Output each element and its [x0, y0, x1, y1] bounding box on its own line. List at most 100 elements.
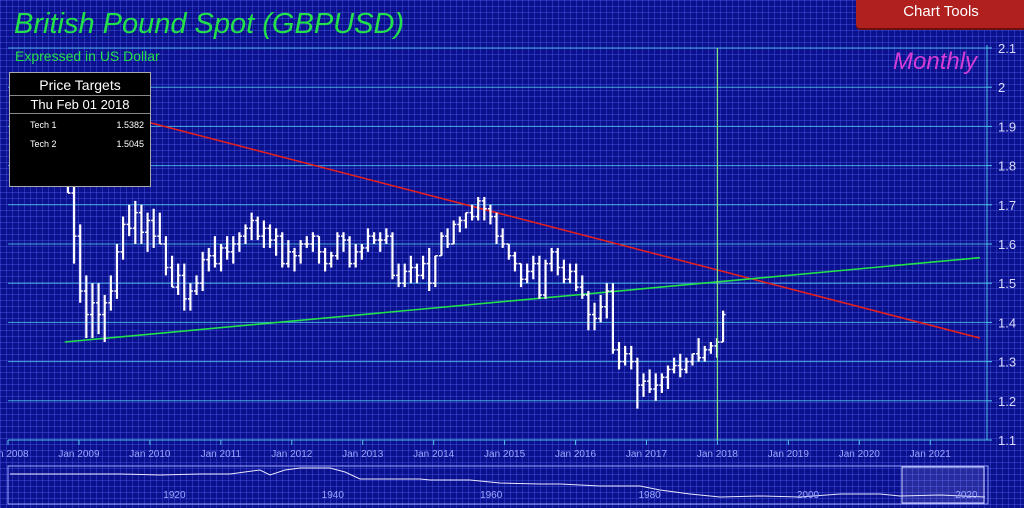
chart-tools-button[interactable]: Chart Tools: [856, 0, 1024, 28]
ohlc-bar: [181, 263, 187, 311]
overview-tick-label: 1940: [322, 490, 345, 501]
ohlc-bar: [102, 294, 108, 342]
ohlc-bar: [132, 200, 138, 244]
ohlc-bar: [389, 232, 395, 280]
ohlc-bar: [494, 212, 500, 244]
y-tick-label: 1.5: [998, 276, 1016, 291]
trendline[interactable]: [43, 94, 981, 339]
ohlc-bar: [530, 255, 536, 280]
ohlc-bar: [249, 212, 255, 241]
price-target-name: Tech 2: [30, 139, 57, 149]
ohlc-bar: [481, 196, 487, 221]
x-tick-label: Jan 2020: [839, 449, 881, 460]
ohlc-bar: [340, 232, 346, 252]
ohlc-bar: [641, 373, 646, 397]
ohlc-bar: [469, 204, 475, 221]
ohlc-bar: [273, 228, 279, 256]
ohlc-bar: [383, 228, 389, 244]
ohlc-bar: [71, 181, 77, 264]
ohlc-bar: [677, 353, 683, 378]
ohlc-bar: [683, 357, 689, 374]
x-tick-label: Jan 2017: [626, 449, 668, 460]
ohlc-bar: [396, 263, 402, 288]
ohlc-bar: [243, 224, 249, 244]
y-tick-label: 2.1: [998, 41, 1016, 56]
ohlc-bar: [218, 244, 224, 272]
ohlc-bar: [255, 216, 261, 241]
x-tick-label: Jan 2015: [484, 449, 526, 460]
ohlc-bar: [408, 255, 414, 284]
trendline[interactable]: [64, 256, 980, 343]
y-tick-label: 1.8: [998, 159, 1016, 174]
ohlc-bar: [604, 283, 610, 319]
ohlc-bar: [89, 283, 95, 339]
ohlc-bar: [445, 228, 451, 248]
ohlc-bar: [365, 228, 371, 252]
ohlc-bar: [702, 345, 708, 362]
ohlc-bar: [206, 247, 212, 272]
y-tick-label: 1.7: [998, 198, 1016, 213]
x-tick-label: Jan 2011: [201, 449, 242, 460]
ohlc-bar: [108, 275, 114, 311]
ohlc-bar: [322, 247, 328, 272]
ohlc-bar: [426, 247, 432, 292]
x-tick-label: Jan 2019: [768, 449, 810, 460]
overview-tick-label: 2000: [797, 490, 820, 501]
ohlc-bar: [151, 208, 157, 248]
ohlc-bar: [555, 247, 561, 276]
overview-tick-label: 2020: [955, 490, 978, 501]
chart-title: British Pound Spot (GBPUSD): [14, 8, 405, 40]
ohlc-bar: [622, 345, 628, 366]
ohlc-bar: [689, 353, 695, 366]
ohlc-bar: [536, 255, 542, 299]
ohlc-bar: [359, 244, 365, 260]
ohlc-bar: [420, 255, 426, 280]
ohlc-bar: [438, 232, 444, 257]
x-tick-label: Jan 2013: [342, 449, 384, 460]
ohlc-bar: [506, 243, 512, 260]
ohlc-bar: [304, 236, 310, 248]
ohlc-bar: [292, 247, 298, 272]
ohlc-bar: [598, 294, 604, 323]
ohlc-bar: [224, 236, 230, 260]
ohlc-bar: [518, 262, 524, 288]
ohlc-bar: [634, 357, 640, 409]
price-target-name: Tech 1: [30, 120, 57, 130]
period-label: Monthly: [893, 48, 978, 75]
ohlc-bar: [200, 251, 206, 292]
overview-window[interactable]: [901, 466, 985, 504]
x-tick-label: Jan 2010: [129, 449, 171, 460]
ohlc-bar: [659, 373, 665, 393]
ohlc-bar: [487, 204, 493, 225]
price-targets-panel: Price Targets Thu Feb 01 2018 Tech 1 1.5…: [9, 72, 151, 187]
ohlc-bar: [524, 263, 530, 284]
ohlc-bar: [157, 212, 163, 245]
ohlc-bar: [347, 236, 353, 268]
ohlc-bar: [175, 263, 181, 295]
x-tick-label: Jan 2012: [271, 449, 313, 460]
y-tick-label: 1.6: [998, 237, 1016, 252]
ohlc-bar: [285, 240, 291, 268]
x-tick-label: Jan 2016: [555, 449, 597, 460]
overview-frame: [7, 465, 989, 505]
x-tick-label: Jan 2021: [910, 449, 952, 460]
price-target-value: 1.5045: [116, 139, 144, 149]
ohlc-bar: [653, 373, 659, 401]
ohlc-bar: [402, 263, 408, 288]
ohlc-bar: [451, 220, 457, 245]
ohlc-bar: [212, 236, 218, 268]
y-tick-label: 1.3: [998, 355, 1016, 370]
ohlc-bar: [647, 369, 653, 393]
ohlc-bar: [120, 216, 126, 260]
ohlc-bar: [334, 232, 340, 260]
overview-tick-label: 1980: [638, 490, 661, 501]
ohlc-bar: [671, 357, 677, 374]
ohlc-bar: [463, 211, 469, 229]
ohlc-bar: [720, 310, 726, 343]
x-tick-label: Jan 2009: [58, 449, 100, 460]
price-target-value: 1.5382: [116, 120, 144, 130]
ohlc-bar: [96, 283, 102, 335]
ohlc-bar: [163, 236, 169, 276]
ohlc-bar: [414, 263, 420, 284]
